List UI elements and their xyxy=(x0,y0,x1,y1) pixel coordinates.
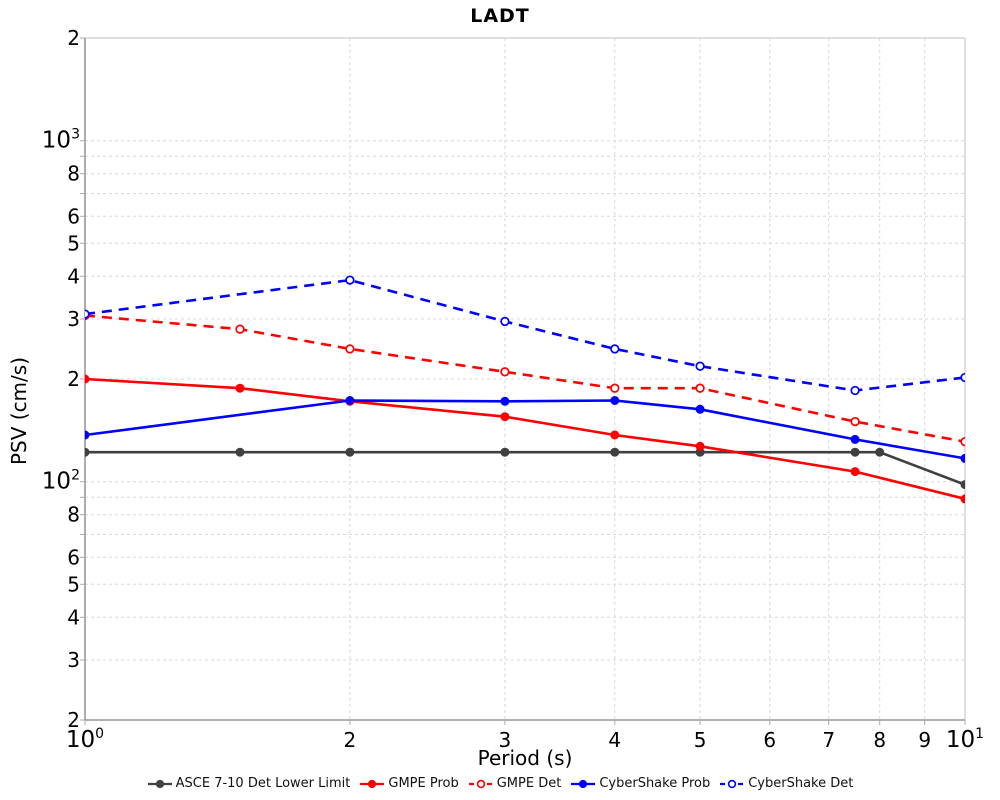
y-tick-label-40: 4 xyxy=(67,605,80,629)
legend-marker-icon-cybershake-prob xyxy=(571,779,596,788)
x-tick-label-5: 5 xyxy=(694,728,707,752)
x-tick-label-2: 2 xyxy=(344,728,357,752)
x-tick-label-8: 8 xyxy=(873,728,886,752)
legend-item-asce-7-10-det-lower-limit: ASCE 7-10 Det Lower Limit xyxy=(147,776,351,791)
marker-gmpe-prob xyxy=(235,383,245,393)
series-line-gmpe-prob xyxy=(85,377,965,501)
y-tick-label-300: 3 xyxy=(67,307,80,331)
marker-cybershake-det xyxy=(85,309,90,319)
y-tick-label-100: 102 xyxy=(42,468,80,495)
y-tick-label-800: 8 xyxy=(67,162,80,186)
legend-item-label: GMPE Prob xyxy=(388,776,459,791)
marker-cybershake-prob xyxy=(610,396,620,405)
legend-item-cybershake-det: CyberShake Det xyxy=(719,776,853,791)
y-tick-label-50: 5 xyxy=(67,572,80,596)
legend-marker-icon-gmpe-prob xyxy=(360,779,385,788)
series-gmpe-prob xyxy=(85,374,965,504)
y-tick-label-1000: 103 xyxy=(42,127,80,154)
series-cybershake-prob xyxy=(85,396,965,463)
legend-item-label: GMPE Det xyxy=(496,776,562,791)
marker-cybershake-prob xyxy=(850,434,860,444)
legend-marker-icon-gmpe-det xyxy=(468,779,493,788)
y-tick-label-400: 4 xyxy=(67,264,80,288)
marker-gmpe-prob xyxy=(960,494,965,504)
legend-marker-icon-cybershake-det xyxy=(720,779,745,788)
marker-cybershake-det xyxy=(850,385,860,396)
marker-gmpe-det xyxy=(345,344,355,354)
series-line-gmpe-det xyxy=(85,314,965,443)
marker-cybershake-prob xyxy=(960,453,965,463)
marker-cybershake-det xyxy=(500,316,510,327)
x-tick-label-4: 4 xyxy=(608,728,621,752)
x-tick-label-3: 3 xyxy=(499,728,512,752)
marker-asce-7-10-det-lower-limit xyxy=(610,447,620,457)
marker-asce-7-10-det-lower-limit xyxy=(960,480,965,490)
x-axis-label: Period (s) xyxy=(477,746,573,770)
marker-gmpe-prob xyxy=(610,430,620,440)
y-tick-label-20: 2 xyxy=(67,708,80,732)
series-line-cybershake-prob xyxy=(85,399,965,460)
legend-item-cybershake-prob: CyberShake Prob xyxy=(570,776,710,791)
marker-cybershake-det xyxy=(960,372,965,383)
marker-gmpe-prob xyxy=(695,441,705,451)
marker-gmpe-det xyxy=(235,324,245,334)
legend-item-label: ASCE 7-10 Det Lower Limit xyxy=(175,776,351,791)
chart-title: LADT xyxy=(470,5,530,27)
marker-cybershake-prob xyxy=(695,404,705,414)
y-tick-label-500: 5 xyxy=(67,231,80,255)
y-tick-label-60: 6 xyxy=(67,545,80,569)
marker-gmpe-prob xyxy=(85,374,90,384)
legend-item-label: CyberShake Prob xyxy=(599,776,711,791)
y-tick-label-200: 2 xyxy=(67,367,80,391)
marker-gmpe-det xyxy=(850,416,860,427)
series-gmpe-det xyxy=(85,310,965,447)
marker-gmpe-det xyxy=(695,383,705,393)
marker-cybershake-det xyxy=(695,361,705,371)
legend-item-gmpe-det: GMPE Det xyxy=(468,776,562,791)
x-tick-label-9: 9 xyxy=(918,728,931,752)
legend-marker-icon-asce-7-10-det-lower-limit xyxy=(147,779,172,788)
x-tick-label-1: 100 xyxy=(66,726,104,753)
marker-gmpe-prob xyxy=(850,467,860,477)
marker-asce-7-10-det-lower-limit xyxy=(345,447,355,457)
marker-gmpe-det xyxy=(960,437,965,447)
y-tick-label-30: 3 xyxy=(67,648,80,672)
marker-asce-7-10-det-lower-limit xyxy=(85,447,90,457)
marker-asce-7-10-det-lower-limit xyxy=(850,447,860,457)
marker-asce-7-10-det-lower-limit xyxy=(875,447,885,457)
marker-cybershake-prob xyxy=(500,396,510,406)
series-asce-7-10-det-lower-limit xyxy=(85,447,965,490)
marker-cybershake-det xyxy=(610,344,620,354)
y-axis-label: PSV (cm/s) xyxy=(7,356,31,466)
legend-item-gmpe-prob: GMPE Prob xyxy=(359,776,459,791)
marker-asce-7-10-det-lower-limit xyxy=(235,447,245,457)
marker-cybershake-det xyxy=(345,275,355,285)
series-group xyxy=(85,275,965,504)
legend: ASCE 7-10 Det Lower Limit GMPE Prob GMPE D… xyxy=(0,776,1000,791)
marker-asce-7-10-det-lower-limit xyxy=(500,447,510,457)
y-tick-label-80: 8 xyxy=(67,503,80,527)
marker-cybershake-prob xyxy=(345,396,355,405)
y-tick-label-2000: 2 xyxy=(67,26,80,50)
x-tick-label-6: 6 xyxy=(763,728,776,752)
y-tick-label-600: 6 xyxy=(67,204,80,228)
x-tick-label-10: 101 xyxy=(946,726,984,753)
marker-gmpe-det xyxy=(610,383,620,393)
x-tick-label-7: 7 xyxy=(822,728,835,752)
marker-gmpe-det xyxy=(500,367,510,377)
marker-cybershake-prob xyxy=(85,430,90,440)
legend-item-label: CyberShake Det xyxy=(748,776,854,791)
marker-gmpe-prob xyxy=(500,412,510,422)
series-cybershake-det xyxy=(85,275,965,396)
